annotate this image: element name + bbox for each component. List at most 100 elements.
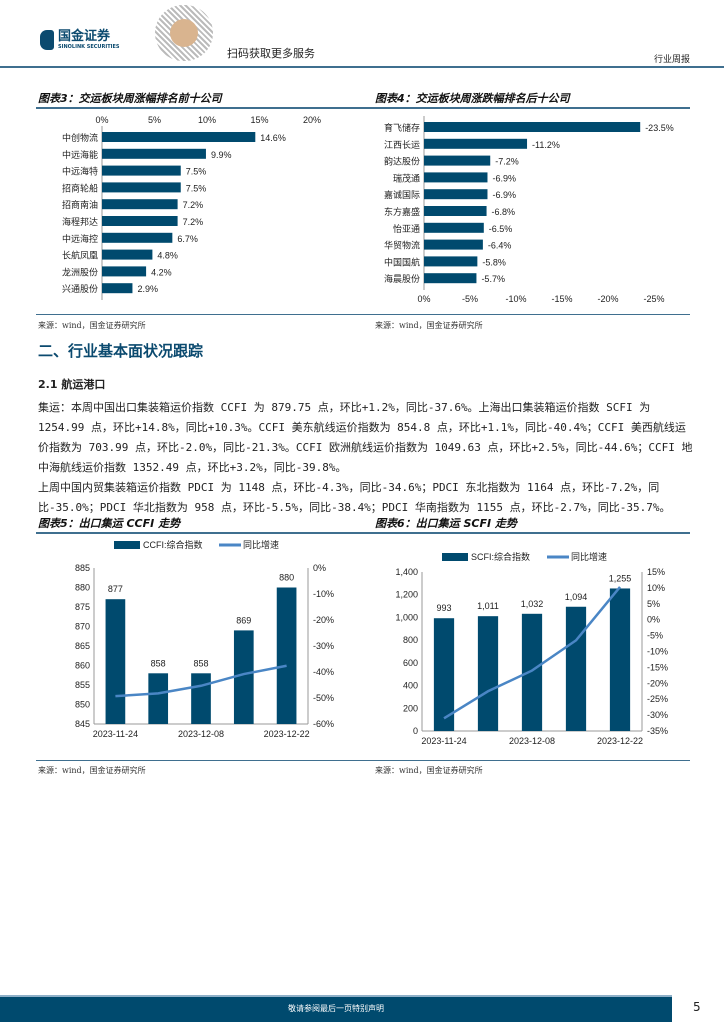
fig5-title: 图表5：出口集运 CCFI 走势	[38, 517, 181, 530]
category-label: 中远海能	[62, 149, 98, 160]
y2-tick-label: 15%	[647, 567, 665, 577]
fig3-chart: 0% 5% 10% 15% 20% 中创物流 14.6% 中远海能 9.9% 中远海特 7.5% 招商…	[62, 115, 321, 300]
y-tick-label: 870	[75, 622, 90, 632]
logo-en: SINOLINK SECURITIES	[58, 44, 120, 50]
data-label: 2.9%	[137, 284, 158, 294]
yoy-line	[115, 664, 287, 698]
y2-tick-label: 5%	[647, 599, 660, 609]
bar	[191, 673, 211, 724]
category-label: 育飞储存	[384, 122, 420, 133]
x-tick-label: -5%	[462, 294, 478, 304]
y-tick-label: 860	[75, 661, 90, 671]
x-tick-label: 20%	[303, 115, 321, 125]
report-type: 行业周报	[653, 55, 690, 65]
data-label: 1,032	[521, 599, 544, 609]
category-label: 兴通股份	[62, 283, 98, 294]
logo-mark-icon	[40, 30, 54, 50]
category-label: 怡亚通	[393, 223, 420, 234]
y-tick-label: 800	[403, 635, 418, 645]
category-label: 中国国航	[384, 256, 420, 267]
x-tick-label: -25%	[643, 294, 664, 304]
fig3-source-rule	[36, 314, 690, 315]
data-label: 869	[236, 615, 251, 625]
y-tick-label: 1,000	[395, 612, 418, 622]
y-tick-label: 400	[403, 681, 418, 691]
data-label: -5.8%	[482, 257, 506, 267]
y2-tick-label: -5%	[647, 631, 663, 641]
data-label: 993	[436, 603, 451, 613]
y2-tick-label: -30%	[647, 710, 668, 720]
category-label: 华贸物流	[384, 240, 420, 251]
x-tick-label: 0%	[95, 115, 108, 125]
bar	[102, 132, 256, 142]
x-tick-label: 2023-12-08	[509, 736, 555, 746]
y2-tick-label: 0%	[313, 563, 326, 573]
bar	[424, 172, 488, 183]
x-tick-label: 10%	[198, 115, 216, 125]
bar	[424, 138, 528, 149]
fig6-chart: SCFI:综合指数 同比增速 1,400 1,200 1,000 800 600 400 200…	[395, 551, 668, 746]
x-tick-label: -20%	[597, 294, 618, 304]
category-label: 韵达股份	[384, 156, 420, 167]
y-tick-label: 600	[403, 658, 418, 668]
data-label: 6.7%	[177, 234, 198, 244]
x-tick-label: -10%	[505, 294, 526, 304]
y-tick-label: 865	[75, 641, 90, 651]
fig4-source: 来源：wind，国金证券研究所	[375, 321, 483, 330]
y-tick-label: 880	[75, 583, 90, 593]
bar	[102, 232, 173, 243]
category-label: 瑞茂通	[393, 172, 420, 183]
qr-code-icon[interactable]	[155, 5, 213, 61]
data-label: 4.2%	[151, 267, 172, 277]
bar	[424, 155, 491, 166]
x-tick-label: -15%	[551, 294, 572, 304]
fig4-chart: 0% -5% -10% -15% -20% -25% 育飞储存 -23.5% 江西长运 -11.2…	[384, 116, 674, 304]
bar	[276, 587, 297, 724]
y-tick-label: 885	[75, 563, 90, 573]
bar	[477, 616, 499, 731]
fig6-source: 来源：wind，国金证券研究所	[375, 766, 483, 775]
bar	[102, 249, 153, 260]
y-tick-label: 1,400	[395, 567, 418, 577]
section-heading: 二、行业基本面状况跟踪	[38, 342, 204, 360]
y2-tick-label: -25%	[647, 694, 668, 704]
y2-tick-label: -10%	[647, 647, 668, 657]
fig56-title-rule	[36, 532, 690, 534]
fig5-chart: CCFI:综合指数 同比增速 885 880 875 870 865 860 855 850 845…	[75, 539, 334, 739]
category-label: 海程邦达	[62, 216, 98, 227]
data-label: 880	[279, 573, 294, 583]
footer-bar: 敬请参阅最后一页特别声明	[0, 995, 672, 1022]
data-label: -6.4%	[488, 241, 512, 251]
data-label: 858	[151, 658, 166, 668]
y-tick-label: 845	[75, 719, 90, 729]
data-label: -6.5%	[489, 224, 513, 234]
data-label: -11.2%	[532, 140, 560, 150]
bar	[424, 189, 488, 200]
y2-tick-label: -35%	[647, 726, 668, 736]
data-label: 14.6%	[260, 133, 286, 143]
bar	[102, 216, 178, 226]
bar	[433, 618, 455, 731]
data-label: 1,011	[477, 601, 499, 611]
fig3-source: 来源：wind，国金证券研究所	[38, 321, 146, 330]
page-number: 5	[693, 1000, 701, 1014]
bar	[424, 239, 483, 250]
bar	[424, 122, 641, 132]
y-tick-label: 0	[413, 726, 418, 736]
data-label: 7.5%	[186, 167, 207, 177]
data-label: 877	[108, 584, 123, 594]
fig3-title: 图表3：交运板块周涨幅排名前十公司	[38, 92, 222, 105]
data-label: 7.5%	[186, 183, 207, 193]
y2-tick-label: -15%	[647, 662, 668, 672]
data-label: -6.9%	[492, 190, 516, 200]
legend-line-label: 同比增速	[243, 539, 279, 550]
fig6-title: 图表6：出口集运 SCFI 走势	[375, 517, 517, 530]
fig5-source: 来源：wind，国金证券研究所	[38, 766, 146, 775]
bar	[424, 273, 477, 284]
legend-line-label: 同比增速	[571, 551, 607, 562]
x-tick-label: 5%	[148, 115, 161, 125]
category-label: 龙洲股份	[62, 266, 98, 277]
data-label: -6.8%	[492, 207, 516, 217]
x-tick-label: 2023-11-24	[93, 729, 138, 739]
data-label: -6.9%	[492, 173, 516, 183]
